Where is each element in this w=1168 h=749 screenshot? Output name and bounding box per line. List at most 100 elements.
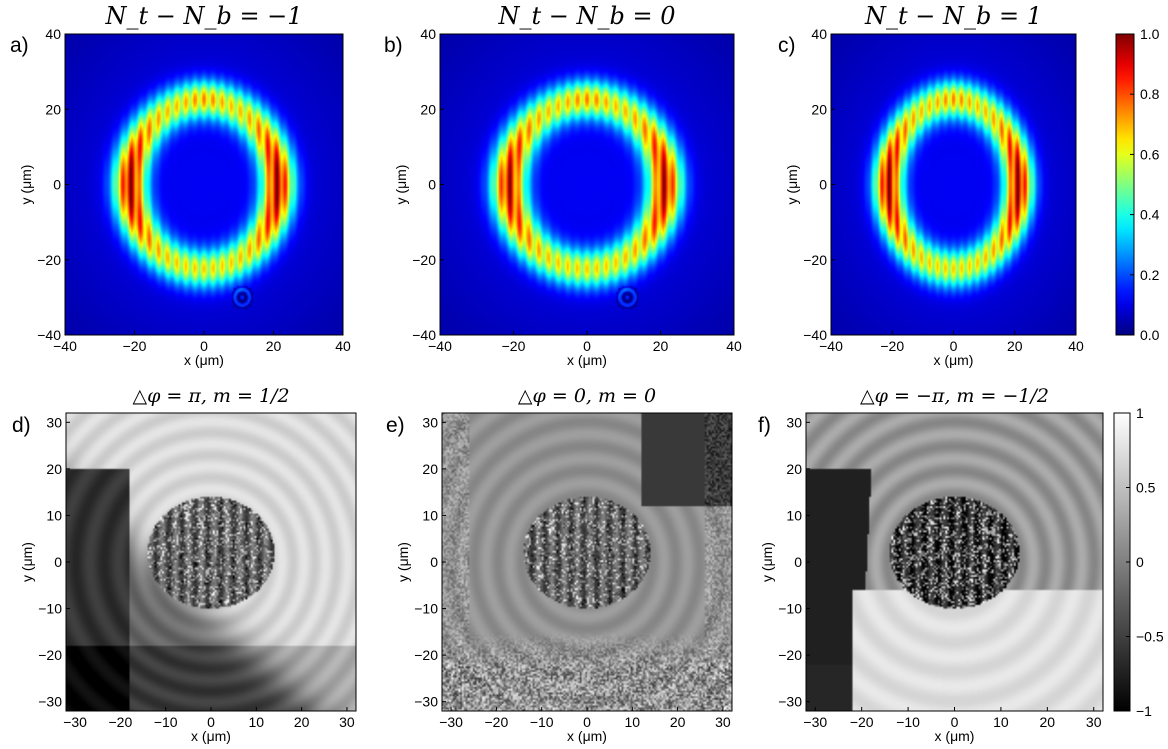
x-tick-label: −10 [530,714,554,730]
y-tick-label: −20 [803,252,827,268]
panel-label: b) [384,34,403,57]
y-tick-label: 20 [45,101,61,117]
x-axis-label: x (μm) [184,352,224,368]
y-tick-label: −30 [414,694,438,710]
y-tick-label: 40 [811,26,827,42]
y-tick-label: 0 [54,554,62,570]
y-tick-label: −20 [414,647,438,663]
panel-b: −40 −20 0 20 40 −40 −20 0 20 40 x (μm) y (μm) N_t − … [384,2,742,368]
panel-label: e) [386,414,405,437]
x-axis-label: x (μm) [567,728,607,744]
panel-label: c) [778,34,796,57]
x-tick-label: 20 [670,714,686,730]
y-tick-label: 30 [422,414,438,430]
y-tick-label: −10 [38,601,62,617]
y-tick-label: 20 [811,101,827,117]
x-tick-label: 10 [993,714,1009,730]
panel-title: △φ = π, m = 1/2 [132,385,289,407]
y-tick-label: −30 [38,694,62,710]
x-tick-label: 30 [715,714,731,730]
x-axis-label: x (μm) [935,728,975,744]
y-tick-label: 40 [420,26,436,42]
x-tick-label: −20 [850,714,874,730]
x-tick-label: −30 [439,714,463,730]
y-tick-label: 30 [786,414,802,430]
colorbar-tick-label: 0.2 [1140,267,1160,283]
colorbar-phase: −1 −0.5 0 0.5 1 [1113,405,1164,719]
panel-title: N_t − N_b = −1 [104,2,302,30]
colorbar-tick-label: 1.0 [1140,26,1160,42]
x-tick-label: 40 [1068,338,1084,354]
x-tick-label: 20 [653,338,669,354]
y-tick-label: 0 [794,554,802,570]
y-tick-label: 10 [422,507,438,523]
panel-title: N_t − N_b = 1 [864,2,1042,30]
y-tick-label: 0 [819,177,827,193]
x-tick-label: 0 [200,338,208,354]
x-tick-label: −20 [880,338,904,354]
y-tick-label: 0 [428,177,436,193]
x-tick-label: −40 [428,338,452,354]
y-axis-label: y (μm) [784,165,800,205]
y-tick-label: −10 [778,601,802,617]
colorbar-tick-label: −1 [1136,703,1152,719]
y-tick-label: 40 [45,26,61,42]
y-axis-label: y (μm) [759,542,775,582]
x-tick-label: 0 [583,338,591,354]
y-axis-label: y (μm) [395,542,411,582]
x-tick-label: 20 [294,714,310,730]
x-tick-label: −40 [819,338,843,354]
heatmap-image-a [65,34,343,335]
x-tick-label: 40 [726,338,742,354]
x-tick-label: 40 [335,338,351,354]
y-tick-label: 20 [422,461,438,477]
y-tick-label: −40 [412,327,436,343]
y-axis-label: y (μm) [19,542,35,582]
colorbar-intensity: 0.0 0.2 0.4 0.6 0.8 1.0 [1115,26,1160,343]
colorbar-scale [1115,33,1135,336]
y-tick-label: 10 [46,507,62,523]
y-tick-label: −40 [803,327,827,343]
y-tick-label: −20 [38,647,62,663]
y-tick-label: −20 [37,252,61,268]
y-axis-label: y (μm) [393,165,409,205]
colorbar-tick-label: 0.4 [1140,207,1160,223]
x-tick-label: 30 [1086,714,1102,730]
colorbar-tick-label: 1 [1136,405,1144,421]
x-tick-label: −20 [109,714,133,730]
colorbar-tick-label: −0.5 [1136,629,1164,645]
x-tick-label: 0 [207,714,215,730]
y-tick-label: −10 [414,601,438,617]
x-tick-label: −30 [63,714,87,730]
x-axis-label: x (μm) [567,352,607,368]
panel-label: a) [10,34,29,57]
heatmap-image-c [831,34,1076,335]
y-tick-label: 20 [786,461,802,477]
x-tick-label: 20 [266,338,282,354]
panel-f: −30 −20 −10 0 10 20 30 −30 −20 −10 0 10 20 30 x (μm) y … [758,385,1104,744]
x-tick-label: −30 [803,714,827,730]
y-tick-label: 0 [53,177,61,193]
x-tick-label: 0 [583,714,591,730]
x-axis-label: x (μm) [934,352,974,368]
y-tick-label: −30 [778,694,802,710]
colorbar-tick-label: 0.5 [1136,480,1156,496]
x-tick-label: 20 [1007,338,1023,354]
colorbar-tick-label: 0.0 [1140,327,1160,343]
panel-d: −30 −20 −10 0 10 20 30 −30 −20 −10 0 10 20 30 x (μm) y … [12,385,357,744]
x-tick-label: −40 [53,338,77,354]
x-axis-label: x (μm) [191,728,231,744]
x-tick-label: 10 [249,714,265,730]
x-tick-label: 0 [950,338,958,354]
panel-title: N_t − N_b = 0 [497,2,675,30]
x-tick-label: 30 [339,714,355,730]
y-axis-label: y (μm) [18,165,34,205]
colorbar-tick-label: 0 [1136,554,1144,570]
heatmap-image-b [440,34,734,335]
x-tick-label: 0 [951,714,959,730]
y-tick-label: −20 [412,252,436,268]
x-tick-label: −20 [123,338,147,354]
panel-a: −40 −20 0 20 40 −40 −20 0 20 40 x (μm) y (μm) N_t − … [10,2,351,368]
panel-title: △φ = 0, m = 0 [518,385,656,407]
